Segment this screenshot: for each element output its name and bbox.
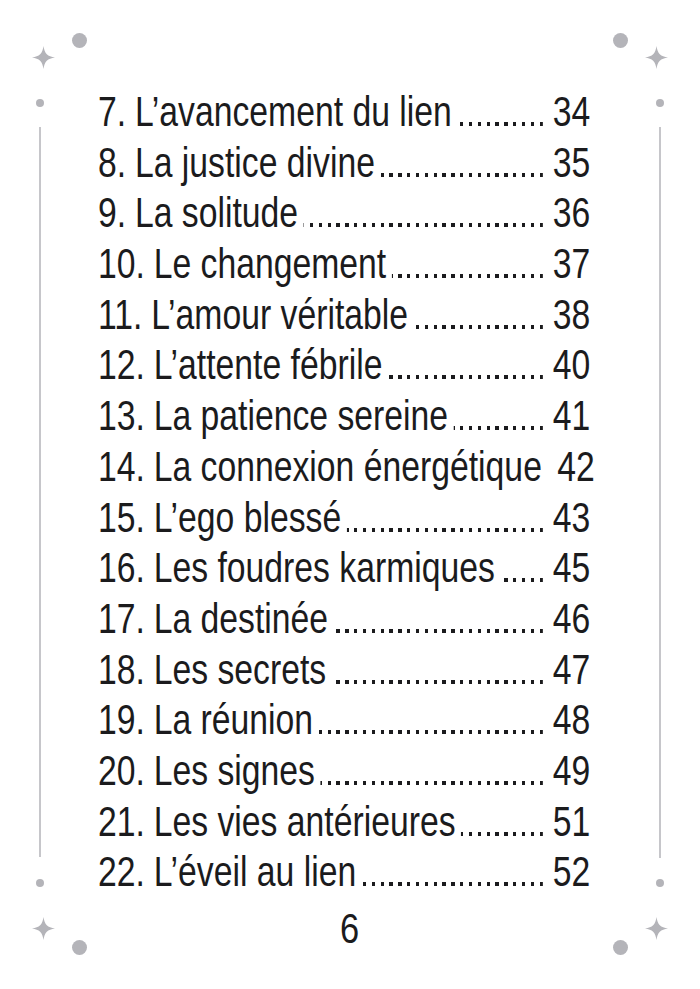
sparkle-icon	[645, 40, 668, 75]
toc-entry-page: 46	[545, 594, 591, 645]
folio-number: 6	[340, 904, 359, 955]
dot-icon	[72, 33, 87, 48]
toc-entry-title: L’avancement du lien	[135, 87, 452, 138]
toc-entry-page: 41	[545, 391, 591, 442]
toc-dotted-leader	[392, 274, 543, 278]
toc-entry-title: Les vies antérieures	[154, 797, 456, 848]
toc-entry-title: L’attente fébrile	[154, 340, 383, 391]
toc-list: 7. L’avancement du lien 34 8. La justice…	[98, 87, 590, 898]
toc-entry-number: 17.	[98, 594, 145, 645]
toc-dotted-leader	[501, 578, 544, 582]
toc-dotted-leader	[461, 832, 543, 836]
toc-entry-number: 7.	[98, 87, 126, 138]
toc-entry-page: 37	[545, 239, 591, 290]
toc-entry: 7. L’avancement du lien 34	[98, 87, 590, 138]
toc-entry-page: 42	[549, 442, 595, 493]
toc-entry-title: L’éveil au lien	[154, 847, 357, 898]
toc-entry-page: 48	[545, 695, 591, 746]
toc-dotted-leader	[414, 325, 543, 329]
toc-entry-page: 47	[545, 645, 591, 696]
toc-dotted-leader	[388, 375, 543, 379]
dot-icon	[613, 33, 628, 48]
toc-entry: 21. Les vies antérieures 51	[98, 797, 590, 848]
toc-entry-number: 12.	[98, 340, 145, 391]
toc-entry-number: 20.	[98, 746, 145, 797]
toc-entry: 12. L’attente fébrile 40	[98, 340, 590, 391]
toc-entry-page: 45	[545, 543, 591, 594]
right-rule-line	[659, 127, 661, 858]
toc-entry-number: 14.	[98, 442, 145, 493]
toc-entry-title: L’amour véritable	[151, 290, 408, 341]
toc-entry-title: La réunion	[154, 695, 313, 746]
dot-icon	[36, 99, 44, 107]
toc-entry-title: Les signes	[154, 746, 315, 797]
toc-dotted-leader	[454, 426, 543, 430]
sparkle-icon	[32, 40, 55, 75]
toc-dotted-leader	[304, 223, 543, 227]
toc-entry-number: 19.	[98, 695, 145, 746]
toc-entry: 15. L’ego blessé 43	[98, 493, 590, 544]
toc-entry: 8. La justice divine 35	[98, 138, 590, 189]
folio: 6	[0, 904, 700, 955]
toc-entry: 9. La solitude 36	[98, 188, 590, 239]
book-page: 7. L’avancement du lien 34 8. La justice…	[0, 0, 700, 989]
toc-entry-number: 10.	[98, 239, 145, 290]
dot-icon	[36, 879, 44, 887]
toc-entry: 10. Le changement 37	[98, 239, 590, 290]
toc-entry-page: 51	[545, 797, 591, 848]
toc-entry-number: 15.	[98, 493, 145, 544]
left-rule-line	[39, 127, 41, 857]
toc-entry-number: 16.	[98, 543, 145, 594]
toc-entry-title: La destinée	[154, 594, 328, 645]
dot-icon	[656, 879, 664, 887]
toc-entry: 17. La destinée 46	[98, 594, 590, 645]
toc-dotted-leader	[457, 122, 543, 126]
toc-entry: 14. La connexion énergétique 42	[98, 442, 590, 493]
toc-entry-page: 35	[545, 138, 591, 189]
toc-entry-title: La solitude	[135, 188, 298, 239]
toc-entry-page: 34	[545, 87, 591, 138]
toc-entry-page: 43	[545, 493, 591, 544]
toc-dotted-leader	[321, 781, 544, 785]
toc-entry-title: La justice divine	[135, 138, 375, 189]
toc-entry: 19. La réunion 48	[98, 695, 590, 746]
toc-dotted-leader	[347, 528, 543, 532]
toc-entry-title: L’ego blessé	[154, 493, 342, 544]
toc-dotted-leader	[332, 680, 543, 684]
toc-entry: 13. La patience sereine 41	[98, 391, 590, 442]
toc-dotted-leader	[334, 629, 543, 633]
toc-entry-number: 11.	[98, 290, 142, 341]
toc-entry-number: 13.	[98, 391, 145, 442]
toc-entry-title: Les foudres karmiques	[154, 543, 495, 594]
toc-entry: 18. Les secrets 47	[98, 645, 590, 696]
toc-entry-page: 40	[545, 340, 591, 391]
toc-entry-number: 22.	[98, 847, 145, 898]
toc-entry-title: La patience sereine	[154, 391, 448, 442]
toc-entry-page: 36	[545, 188, 591, 239]
toc-entry-page: 52	[545, 847, 591, 898]
toc-entry: 16. Les foudres karmiques 45	[98, 543, 590, 594]
toc-entry: 20. Les signes 49	[98, 746, 590, 797]
toc-dotted-leader	[362, 882, 543, 886]
toc-entry-number: 9.	[98, 188, 126, 239]
toc-entry-title: Les secrets	[154, 645, 326, 696]
dot-icon	[656, 99, 664, 107]
toc-entry-number: 8.	[98, 138, 126, 189]
toc-entry-title: Le changement	[154, 239, 387, 290]
toc-entry: 22. L’éveil au lien 52	[98, 847, 590, 898]
toc-entry-title: La connexion énergétique	[154, 442, 542, 493]
toc-dotted-leader	[381, 173, 544, 177]
toc-entry: 11. L’amour véritable 38	[98, 290, 590, 341]
toc-entry-number: 21.	[98, 797, 145, 848]
toc-entry-page: 49	[545, 746, 591, 797]
toc-dotted-leader	[319, 730, 543, 734]
toc-entry-number: 18.	[98, 645, 145, 696]
toc-entry-page: 38	[545, 290, 591, 341]
